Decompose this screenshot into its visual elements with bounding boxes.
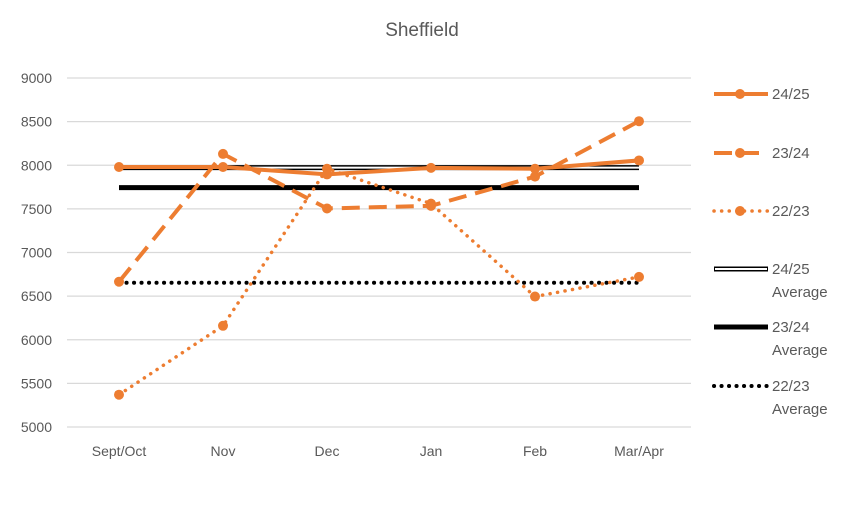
data-point xyxy=(634,271,644,282)
legend-label: 24/25 xyxy=(772,86,810,103)
x-tick-label: Feb xyxy=(523,443,547,459)
y-tick-label: 8500 xyxy=(21,114,52,130)
x-tick-label: Sept/Oct xyxy=(92,443,147,459)
chart-title: Sheffield xyxy=(385,20,459,41)
data-point xyxy=(426,200,436,211)
data-point xyxy=(426,162,436,173)
x-tick-label: Jan xyxy=(420,443,443,459)
series-line xyxy=(117,119,640,283)
data-point xyxy=(530,163,540,174)
data-point xyxy=(114,276,124,287)
data-point xyxy=(634,155,644,166)
y-tick-label: 7000 xyxy=(21,245,52,261)
data-point xyxy=(114,161,124,172)
data-point xyxy=(322,203,332,214)
legend-label: 22/23 xyxy=(772,203,810,220)
legend-label: Average xyxy=(772,401,828,418)
legend-label: Average xyxy=(772,284,828,301)
series-24-25 xyxy=(114,155,644,180)
legend-marker xyxy=(735,148,745,158)
y-tick-label: 9000 xyxy=(21,70,52,86)
data-point xyxy=(530,291,540,302)
legend-item: 22/23 Average xyxy=(712,378,828,418)
series-line xyxy=(119,158,640,177)
y-tick-label: 6000 xyxy=(21,332,52,348)
series-23-24 xyxy=(114,116,644,287)
legend-marker xyxy=(735,89,745,99)
y-tick-label: 7500 xyxy=(21,201,52,217)
data-point xyxy=(322,169,332,180)
legend-item: 22/23 xyxy=(712,203,810,220)
x-tick-label: Dec xyxy=(315,443,340,459)
legend-item: 23/24 Average xyxy=(714,319,828,359)
legend-item: 24/25 Average xyxy=(714,261,828,301)
legend-item: 23/24 xyxy=(714,145,810,162)
y-tick-label: 8000 xyxy=(21,157,52,173)
legend-item: 24/25 xyxy=(714,86,810,103)
legend-label: 23/24 xyxy=(772,145,810,162)
x-tick-label: Mar/Apr xyxy=(614,443,664,459)
data-point xyxy=(218,320,228,331)
y-tick-label: 6500 xyxy=(21,288,52,304)
legend-label: 23/24 xyxy=(772,319,810,336)
y-tick-label: 5000 xyxy=(21,419,52,435)
data-point xyxy=(218,161,228,172)
y-tick-label: 5500 xyxy=(21,375,52,391)
data-point xyxy=(530,171,540,182)
legend-label: 22/23 xyxy=(772,378,810,395)
data-point xyxy=(634,116,644,127)
legend-label: 24/25 xyxy=(772,261,810,278)
data-point xyxy=(114,389,124,400)
data-point xyxy=(218,148,228,159)
legend-marker xyxy=(735,206,745,216)
legend-label: Average xyxy=(772,342,828,359)
x-tick-label: Nov xyxy=(211,443,236,459)
